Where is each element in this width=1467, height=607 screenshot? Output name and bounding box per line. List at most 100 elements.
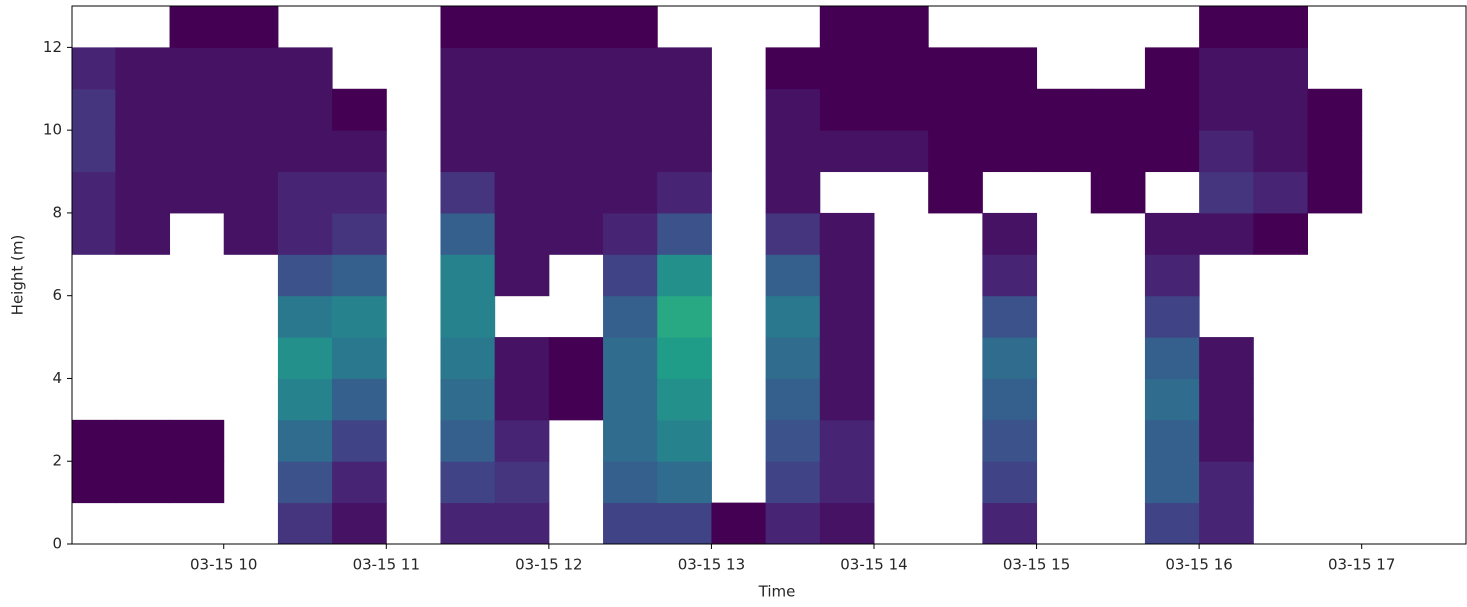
heatmap-cell: [332, 461, 387, 504]
heatmap-cell: [277, 130, 333, 173]
heatmap-cell: [603, 502, 658, 544]
heatmap-cell: [440, 47, 496, 90]
heatmap-cell: [494, 130, 550, 173]
heatmap-cell: [1144, 419, 1200, 462]
heatmap-cell: [223, 171, 279, 214]
heatmap-cell: [1199, 47, 1254, 90]
heatmap-cell: [548, 171, 604, 214]
heatmap-cell: [332, 88, 387, 131]
y-tick-label: 2: [52, 452, 62, 470]
heatmap-cell: [603, 419, 658, 462]
heatmap-cell: [494, 6, 550, 48]
heatmap-cell: [657, 88, 712, 131]
heatmap-cell: [1253, 130, 1308, 173]
heatmap-cell: [1307, 88, 1363, 131]
heatmap-cell: [494, 171, 550, 214]
y-tick-label: 10: [43, 121, 62, 139]
heatmap-cell: [982, 295, 1038, 338]
heatmap-cell: [819, 88, 875, 131]
heatmap-cell: [169, 171, 225, 214]
heatmap-cell: [603, 130, 658, 173]
heatmap-cell: [928, 171, 983, 214]
heatmap-cell: [982, 212, 1038, 255]
heatmap-cell: [494, 461, 550, 504]
heatmap-cell: [657, 337, 712, 379]
heatmap-cell: [1090, 130, 1146, 173]
heatmap-cell: [603, 88, 658, 131]
heatmap-cell: [657, 212, 712, 255]
x-tick-label: 03-15 16: [1165, 556, 1232, 574]
heatmap-cell: [603, 47, 658, 90]
heatmap-cell: [1036, 88, 1092, 131]
heatmap-cell: [1199, 419, 1254, 462]
heatmap-cell: [115, 88, 171, 131]
heatmap-cell: [494, 337, 550, 379]
heatmap-cell: [332, 378, 387, 421]
heatmap-cell: [603, 295, 658, 338]
heatmap-cell: [1307, 171, 1363, 214]
heatmap-cell: [277, 295, 333, 338]
x-tick-label: 03-15 13: [678, 556, 745, 574]
heatmap-cell: [765, 130, 821, 173]
heatmap-cell: [277, 171, 333, 214]
heatmap-cell: [982, 378, 1038, 421]
heatmap-cell: [1253, 212, 1308, 255]
heatmap-cell: [440, 419, 496, 462]
heatmap-cell: [765, 171, 821, 214]
heatmap-cell: [819, 337, 875, 379]
heatmap-cell: [928, 130, 983, 173]
heatmap-cell: [982, 502, 1038, 544]
heatmap-cell: [548, 6, 604, 48]
heatmap-cell: [873, 88, 929, 131]
heatmap-cell: [1199, 88, 1254, 131]
heatmap-cell: [332, 502, 387, 544]
heatmap-cell: [494, 47, 550, 90]
heatmap-cell: [494, 254, 550, 297]
heatmap-cell: [440, 502, 496, 544]
heatmap-cell: [657, 171, 712, 214]
heatmap-cell: [603, 6, 658, 48]
heatmap-cell: [657, 254, 712, 297]
heatmap-cell: [1199, 130, 1254, 173]
heatmap-cell: [928, 47, 983, 90]
heatmap-cell: [440, 171, 496, 214]
heatmap-cell: [1253, 6, 1308, 48]
heatmap-cell: [440, 337, 496, 379]
y-tick-label: 12: [43, 38, 62, 56]
heatmap-cell: [548, 88, 604, 131]
heatmap-cell: [332, 254, 387, 297]
heatmap-cell: [1144, 337, 1200, 379]
heatmap-cell: [72, 171, 116, 214]
y-tick-label: 8: [52, 203, 62, 221]
heatmap-cell: [169, 47, 225, 90]
heatmap-cell: [819, 295, 875, 338]
y-tick-label: 4: [52, 369, 62, 387]
heatmap-cell: [982, 254, 1038, 297]
heatmap-cell: [873, 130, 929, 173]
heatmap-cell: [873, 47, 929, 90]
x-tick-label: 03-15 15: [1003, 556, 1070, 574]
heatmap-cell: [982, 130, 1038, 173]
heatmap-cell: [1199, 212, 1254, 255]
plot-frame: [71, 5, 1467, 545]
heatmap-cell: [1253, 171, 1308, 214]
heatmap-cell: [657, 461, 712, 504]
heatmap-cell: [765, 47, 821, 90]
y-tick-label: 0: [52, 535, 62, 553]
heatmap-cell: [819, 47, 875, 90]
heatmap-cell: [1144, 212, 1200, 255]
heatmap-cell: [765, 88, 821, 131]
heatmap-cell: [1144, 254, 1200, 297]
heatmap-cell: [1144, 461, 1200, 504]
heatmap-cell: [494, 212, 550, 255]
heatmap-cell: [928, 88, 983, 131]
heatmap-cell: [819, 254, 875, 297]
heatmap-cell: [494, 419, 550, 462]
heatmap-cell: [169, 130, 225, 173]
heatmap-cell: [765, 502, 821, 544]
heatmap-cell: [603, 337, 658, 379]
heatmap-cell: [1307, 130, 1363, 173]
heatmap-cell: [711, 502, 767, 544]
heatmap-cell: [548, 47, 604, 90]
heatmap-cell: [440, 212, 496, 255]
